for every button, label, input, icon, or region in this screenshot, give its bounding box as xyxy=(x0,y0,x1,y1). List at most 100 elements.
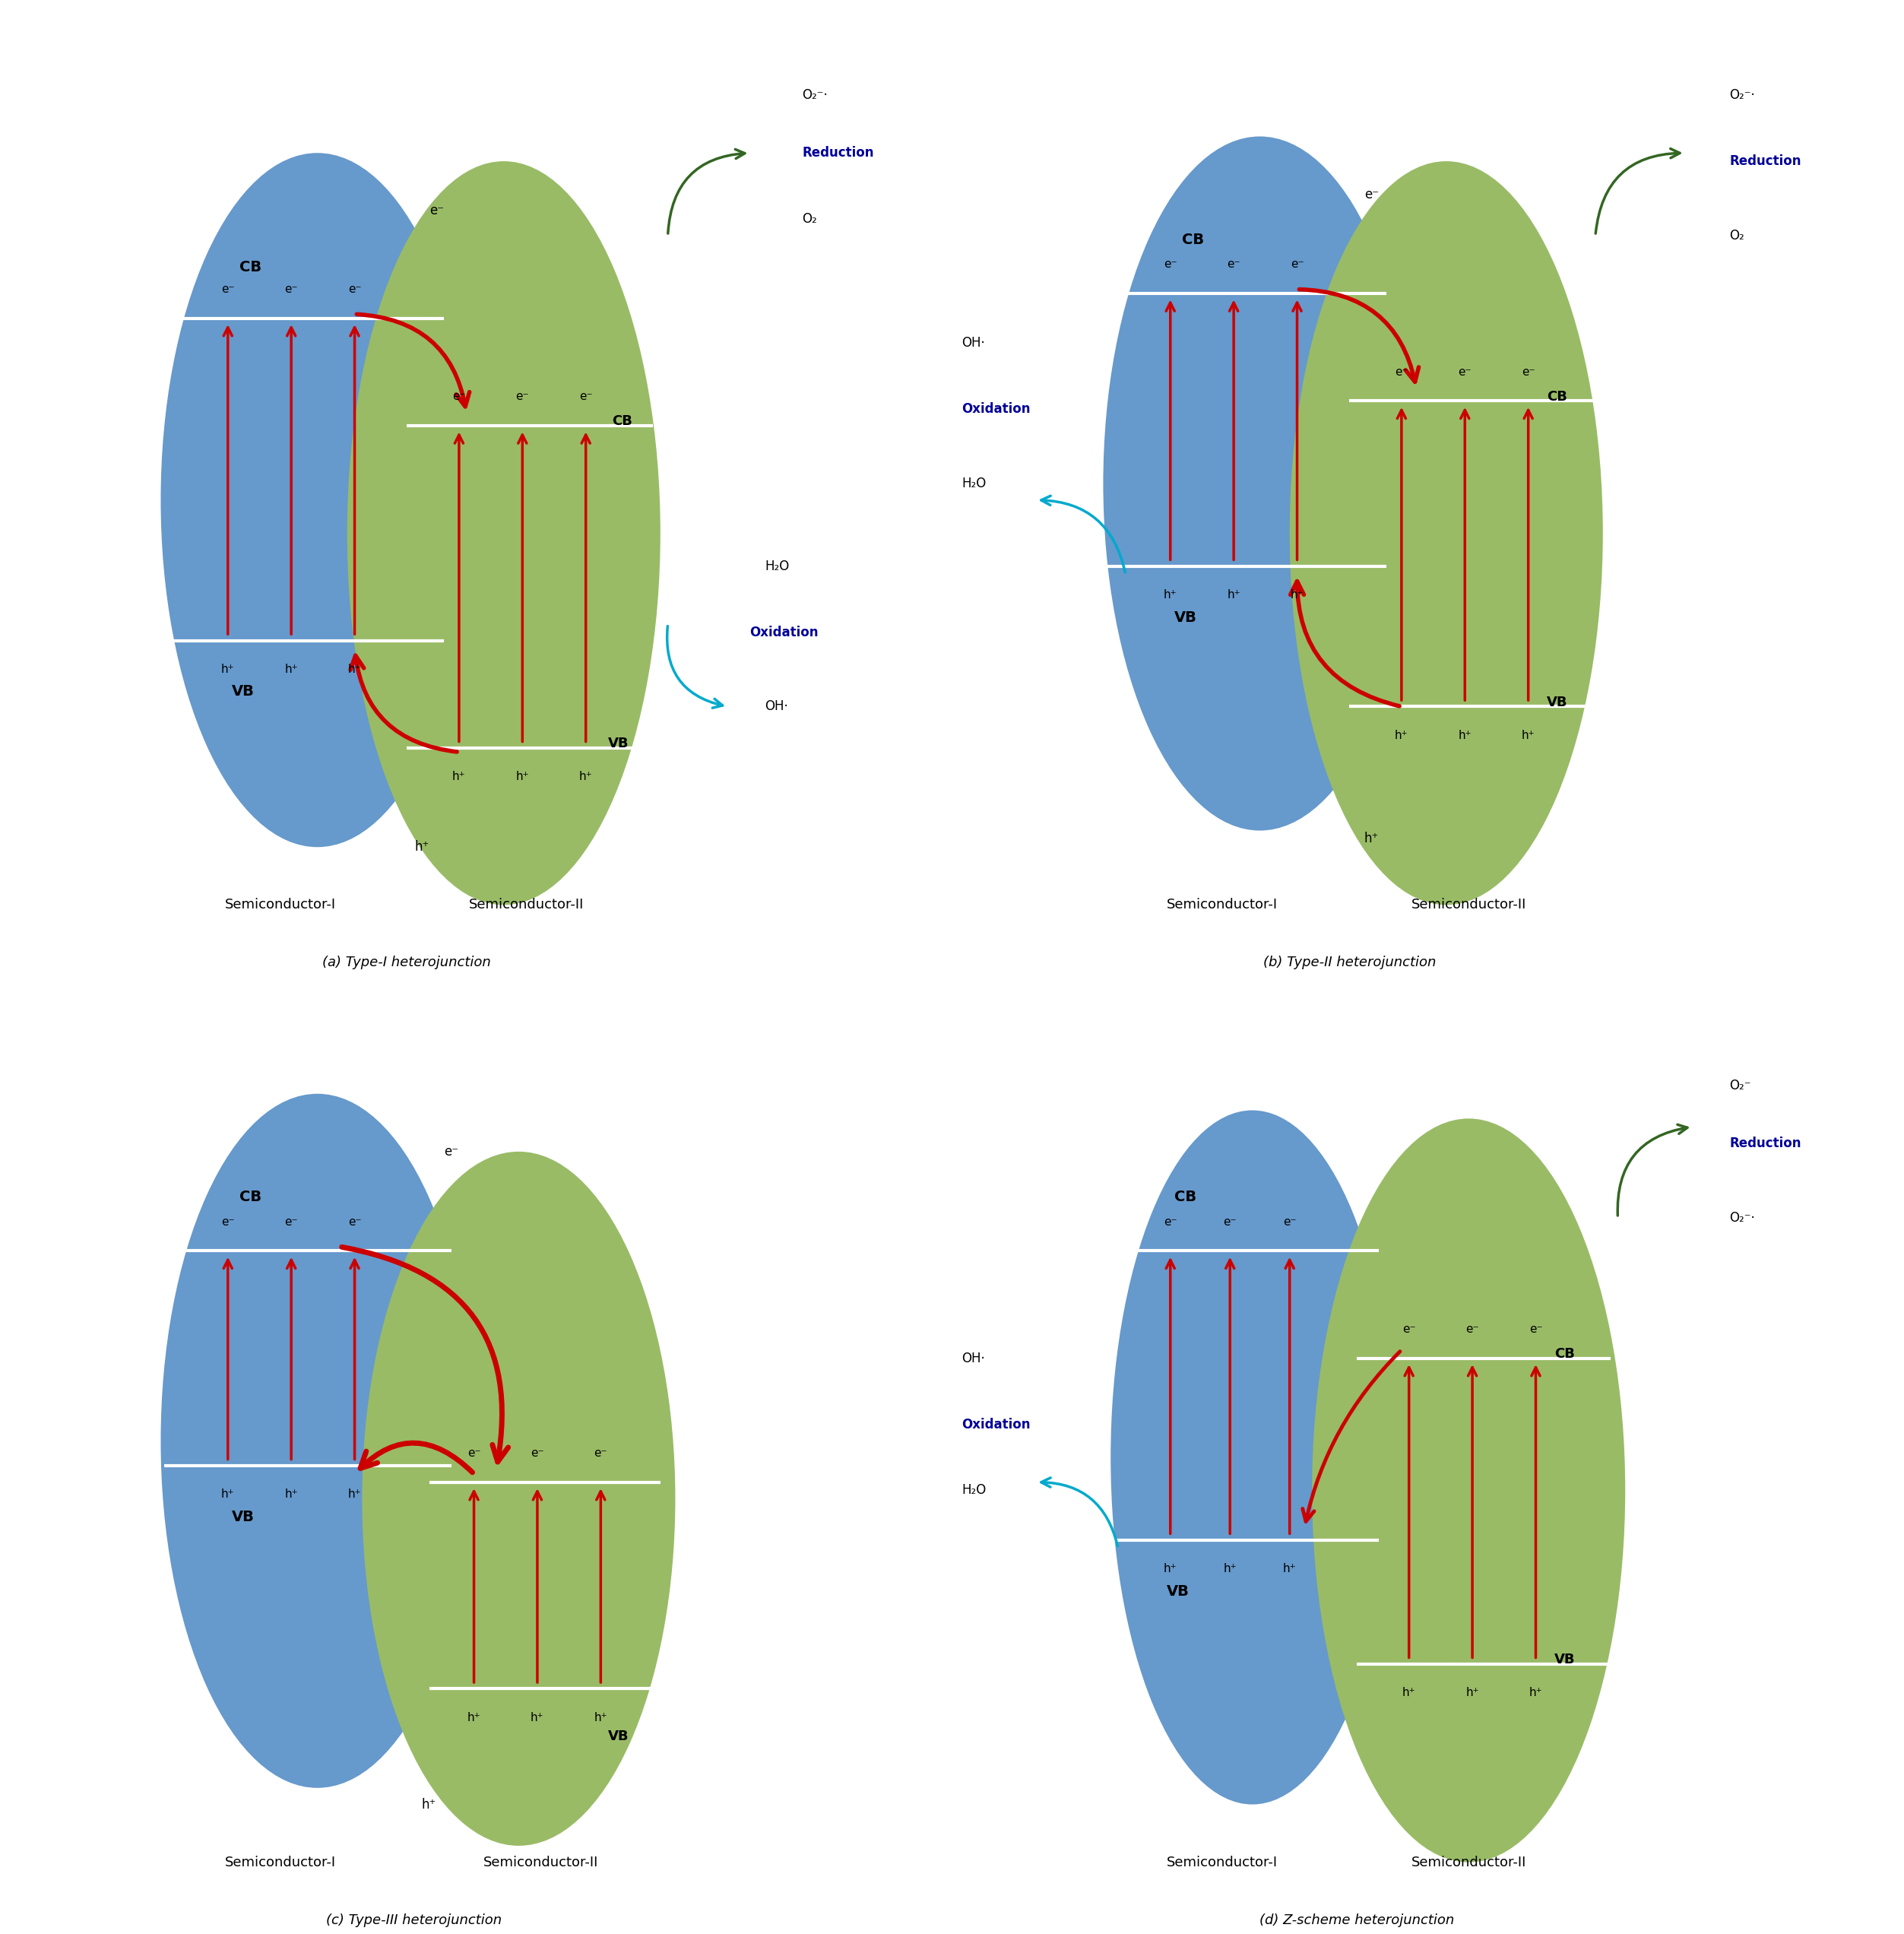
Text: h⁺: h⁺ xyxy=(1283,1563,1297,1574)
Text: e⁻: e⁻ xyxy=(284,284,297,296)
Text: h⁺: h⁺ xyxy=(415,839,428,855)
Text: CB: CB xyxy=(1175,1189,1196,1205)
Text: h⁺: h⁺ xyxy=(594,1712,607,1723)
Text: e⁻: e⁻ xyxy=(1226,259,1240,271)
Text: h⁺: h⁺ xyxy=(1396,729,1409,741)
Text: VB: VB xyxy=(1167,1584,1190,1597)
Text: e⁻: e⁻ xyxy=(348,1216,362,1228)
Text: e⁻: e⁻ xyxy=(1458,366,1472,377)
Text: e⁻: e⁻ xyxy=(348,284,362,296)
Text: e⁻: e⁻ xyxy=(453,391,466,402)
Text: VB: VB xyxy=(607,737,628,750)
Text: H₂O: H₂O xyxy=(962,1483,986,1497)
Text: h⁺: h⁺ xyxy=(466,1712,480,1723)
Text: Oxidation: Oxidation xyxy=(962,402,1030,416)
Text: VB: VB xyxy=(1175,609,1196,625)
Text: Semiconductor-I: Semiconductor-I xyxy=(225,1855,335,1868)
Text: h⁺: h⁺ xyxy=(1163,590,1177,601)
Text: OH·: OH· xyxy=(765,700,788,714)
Text: e⁻: e⁻ xyxy=(1529,1323,1542,1334)
Text: O₂: O₂ xyxy=(802,213,817,226)
Text: e⁻: e⁻ xyxy=(1403,1323,1415,1334)
Text: CB: CB xyxy=(1546,391,1567,404)
Text: e⁻: e⁻ xyxy=(1466,1323,1479,1334)
Text: Reduction: Reduction xyxy=(1729,1137,1801,1151)
Text: e⁻: e⁻ xyxy=(1283,1216,1297,1228)
Text: H₂O: H₂O xyxy=(765,559,790,572)
Text: Reduction: Reduction xyxy=(1729,155,1801,168)
Text: VB: VB xyxy=(607,1729,628,1744)
Text: e⁻: e⁻ xyxy=(444,1145,459,1158)
Text: h⁺: h⁺ xyxy=(348,1489,362,1501)
Text: CB: CB xyxy=(1182,232,1203,248)
Text: O₂⁻·: O₂⁻· xyxy=(1729,89,1755,103)
Text: e⁻: e⁻ xyxy=(221,284,234,296)
Text: CB: CB xyxy=(1554,1348,1575,1362)
Text: h⁺: h⁺ xyxy=(1222,1563,1238,1574)
Text: Semiconductor-II: Semiconductor-II xyxy=(468,897,585,911)
Text: Semiconductor-II: Semiconductor-II xyxy=(1411,897,1527,911)
Text: h⁺: h⁺ xyxy=(221,663,234,675)
Text: e⁻: e⁻ xyxy=(579,391,592,402)
Text: h⁺: h⁺ xyxy=(221,1489,234,1501)
Ellipse shape xyxy=(347,161,661,905)
Text: Semiconductor-II: Semiconductor-II xyxy=(484,1855,598,1868)
Ellipse shape xyxy=(1102,137,1417,830)
Text: h⁺: h⁺ xyxy=(579,772,592,783)
Text: O₂: O₂ xyxy=(1729,228,1744,242)
Text: Semiconductor-I: Semiconductor-I xyxy=(1167,897,1278,911)
Text: e⁻: e⁻ xyxy=(594,1447,607,1458)
Text: O₂⁻: O₂⁻ xyxy=(1729,1079,1752,1093)
Text: e⁻: e⁻ xyxy=(1224,1216,1236,1228)
Text: Semiconductor-II: Semiconductor-II xyxy=(1411,1855,1527,1868)
Text: O₂⁻·: O₂⁻· xyxy=(1729,1211,1755,1224)
Text: VB: VB xyxy=(1546,696,1567,710)
Ellipse shape xyxy=(160,153,474,847)
Text: CB: CB xyxy=(240,259,261,275)
Text: e⁻: e⁻ xyxy=(221,1216,234,1228)
Text: H₂O: H₂O xyxy=(962,476,986,491)
Text: e⁻: e⁻ xyxy=(1365,188,1378,201)
Text: e⁻: e⁻ xyxy=(466,1447,480,1458)
Text: Semiconductor-I: Semiconductor-I xyxy=(1167,1855,1278,1868)
Text: OH·: OH· xyxy=(962,337,984,350)
Text: Oxidation: Oxidation xyxy=(750,625,819,638)
Text: h⁺: h⁺ xyxy=(453,772,466,783)
Text: e⁻: e⁻ xyxy=(1291,259,1304,271)
Text: (a) Type-I heterojunction: (a) Type-I heterojunction xyxy=(322,955,491,969)
Text: h⁺: h⁺ xyxy=(284,1489,297,1501)
Text: e⁻: e⁻ xyxy=(430,203,444,219)
Text: e⁻: e⁻ xyxy=(531,1447,545,1458)
Text: h⁺: h⁺ xyxy=(1226,590,1240,601)
Text: Oxidation: Oxidation xyxy=(962,1418,1030,1431)
Ellipse shape xyxy=(1110,1110,1394,1804)
Text: (d) Z-scheme heterojunction: (d) Z-scheme heterojunction xyxy=(1259,1913,1455,1926)
Text: VB: VB xyxy=(1554,1654,1575,1667)
Text: Semiconductor-I: Semiconductor-I xyxy=(225,897,335,911)
Ellipse shape xyxy=(160,1095,474,1787)
Text: e⁻: e⁻ xyxy=(516,391,529,402)
Text: h⁺: h⁺ xyxy=(1529,1686,1542,1698)
Text: e⁻: e⁻ xyxy=(284,1216,297,1228)
Ellipse shape xyxy=(362,1151,676,1845)
Text: VB: VB xyxy=(232,685,253,698)
Text: OH·: OH· xyxy=(962,1352,984,1365)
Text: e⁻: e⁻ xyxy=(1163,1216,1177,1228)
Ellipse shape xyxy=(1312,1118,1626,1862)
Text: CB: CB xyxy=(240,1189,261,1205)
Text: O₂⁻·: O₂⁻· xyxy=(802,89,828,103)
Text: h⁺: h⁺ xyxy=(348,663,362,675)
Text: h⁺: h⁺ xyxy=(1466,1686,1479,1698)
Text: h⁺: h⁺ xyxy=(531,1712,545,1723)
Text: h⁺: h⁺ xyxy=(516,772,529,783)
Text: e⁻: e⁻ xyxy=(1521,366,1535,377)
Text: (c) Type-III heterojunction: (c) Type-III heterojunction xyxy=(326,1913,503,1926)
Text: h⁺: h⁺ xyxy=(1365,832,1378,845)
Text: h⁺: h⁺ xyxy=(284,663,297,675)
Text: e⁻: e⁻ xyxy=(1163,259,1177,271)
Text: CB: CB xyxy=(611,414,632,427)
Text: h⁺: h⁺ xyxy=(1291,590,1304,601)
Text: e⁻: e⁻ xyxy=(1396,366,1409,377)
Text: (b) Type-II heterojunction: (b) Type-II heterojunction xyxy=(1262,955,1436,969)
Text: h⁺: h⁺ xyxy=(1458,729,1472,741)
